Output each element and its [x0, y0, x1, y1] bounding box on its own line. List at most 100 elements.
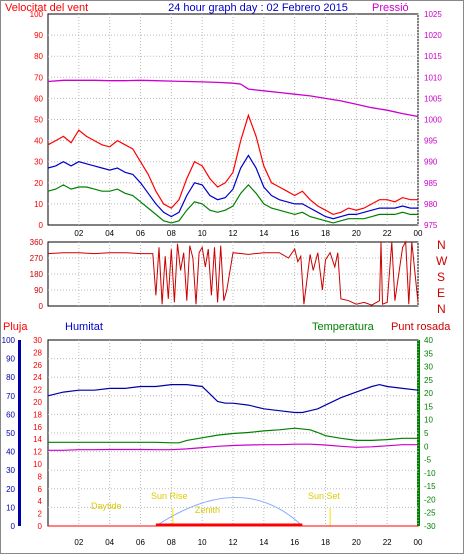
x-tick-label: 00: [414, 538, 423, 547]
x-tick-label: 10: [198, 229, 207, 238]
x-tick-label: 10: [198, 538, 207, 547]
x-tick-label: 00: [414, 229, 423, 238]
wind-speed-tick-label: 70: [34, 73, 43, 82]
temperature-label: Temperatura: [312, 321, 375, 333]
temperature-tick-label: 40: [424, 336, 433, 345]
rain-tick-label: 2: [38, 510, 43, 519]
wind-gust-line: [47, 113, 418, 216]
sun-rise-label: Sun Rise: [151, 491, 188, 501]
temperature-tick-label: 25: [424, 376, 433, 385]
x-tick-label: 08: [167, 229, 176, 238]
rain-tick-label: 14: [33, 435, 42, 444]
wind-direction-line: [47, 240, 419, 306]
pressure-tick-label: 1000: [424, 116, 442, 125]
wind-speed-tick-label: 100: [30, 10, 44, 19]
wind-speed-tick-label: 20: [34, 179, 43, 188]
x-tick-label: 06: [136, 229, 145, 238]
x-tick-label: 02: [74, 538, 83, 547]
temperature-tick-label: -25: [424, 509, 436, 518]
humidity-tick-label: 80: [6, 373, 15, 382]
wind-low-line: [47, 184, 418, 224]
direction-letter-s: S: [437, 270, 445, 284]
humidity-tick-label: 20: [6, 485, 15, 494]
temperature-tick-label: -10: [424, 469, 436, 478]
rain-tick-label: 0: [38, 522, 43, 531]
x-tick-label: 14: [259, 538, 268, 547]
pressure-tick-label: 990: [424, 158, 438, 167]
pressure-tick-label: 995: [424, 137, 438, 146]
x-tick-label: 12: [229, 229, 238, 238]
direction-tick-label: 360: [30, 238, 44, 247]
sun-set-label: Sun Set: [308, 491, 341, 501]
temperature-tick-label: 15: [424, 402, 433, 411]
zenith-label: Zenith: [195, 505, 220, 515]
pressure-tick-label: 1020: [424, 31, 442, 40]
humidity-tick-label: 0: [11, 522, 16, 531]
x-tick-label: 06: [136, 538, 145, 547]
x-tick-label: 22: [383, 538, 392, 547]
temperature-tick-label: 30: [424, 363, 433, 372]
wind-speed-tick-label: 40: [34, 137, 43, 146]
rain-tick-label: 12: [33, 448, 42, 457]
rain-tick-label: 30: [33, 336, 42, 345]
rain-tick-label: 24: [33, 373, 42, 382]
humidity-line: [47, 383, 419, 414]
x-tick-label: 14: [259, 229, 268, 238]
dew-point-line: [48, 443, 418, 451]
chart-title: 24 hour graph day : 02 Febrero 2015: [168, 2, 348, 14]
rain-tick-label: 22: [33, 386, 42, 395]
temperature-tick-label: 20: [424, 389, 433, 398]
temperature-tick-label: -15: [424, 482, 436, 491]
rain-label: Pluja: [3, 321, 28, 333]
direction-letter-w: W: [436, 254, 448, 268]
rain-tick-label: 10: [33, 460, 42, 469]
pressure-tick-label: 1005: [424, 94, 442, 103]
humidity-tick-label: 40: [6, 448, 15, 457]
humidity-tick-label: 90: [6, 355, 15, 364]
sun-path-curve: [155, 497, 303, 527]
x-tick-label: 22: [383, 229, 392, 238]
x-tick-label: 16: [290, 538, 299, 547]
wind-speed-label: Velocitat del vent: [5, 2, 88, 14]
rain-tick-label: 26: [33, 361, 42, 370]
x-tick-label: 08: [167, 538, 176, 547]
pressure-tick-label: 1015: [424, 52, 442, 61]
humidity-tick-label: 100: [2, 336, 16, 345]
pressure-tick-label: 980: [424, 200, 438, 209]
wind-speed-tick-label: 60: [34, 94, 43, 103]
direction-tick-label: 270: [30, 254, 44, 263]
pressure-line: [47, 79, 419, 118]
rain-tick-label: 4: [38, 497, 43, 506]
x-tick-label: 04: [105, 229, 114, 238]
direction-tick-label: 90: [34, 286, 43, 295]
humidity-tick-label: 30: [6, 466, 15, 475]
x-tick-label: 18: [321, 229, 330, 238]
humidity-tick-label: 10: [6, 503, 15, 512]
humidity-tick-label: 50: [6, 429, 15, 438]
temperature-tick-label: -30: [424, 522, 436, 531]
wind-speed-tick-label: 80: [34, 52, 43, 61]
temperature-tick-label: 35: [424, 349, 433, 358]
temperature-tick-label: 5: [424, 429, 429, 438]
humidity-tick-label: 60: [6, 410, 15, 419]
rain-tick-label: 6: [38, 485, 43, 494]
rain-tick-label: 16: [33, 423, 42, 432]
x-tick-label: 16: [290, 229, 299, 238]
humidity-axis-bar: [18, 340, 21, 526]
temperature-tick-label: -5: [424, 456, 432, 465]
temperature-tick-label: 0: [424, 442, 429, 451]
x-tick-label: 20: [352, 538, 361, 547]
pressure-tick-label: 975: [424, 221, 438, 230]
pressure-tick-label: 1010: [424, 73, 442, 82]
wind-speed-tick-label: 10: [34, 200, 43, 209]
direction-letter-n-bottom: N: [437, 302, 446, 316]
rain-tick-label: 20: [33, 398, 42, 407]
rain-tick-label: 28: [33, 348, 42, 357]
x-tick-label: 18: [321, 538, 330, 547]
wind-speed-tick-label: 90: [34, 31, 43, 40]
rain-tick-label: 8: [38, 472, 43, 481]
pressure-tick-label: 1025: [424, 10, 442, 19]
pressure-tick-label: 985: [424, 179, 438, 188]
direction-tick-label: 0: [39, 302, 44, 311]
humidity-label: Humitat: [65, 321, 103, 333]
